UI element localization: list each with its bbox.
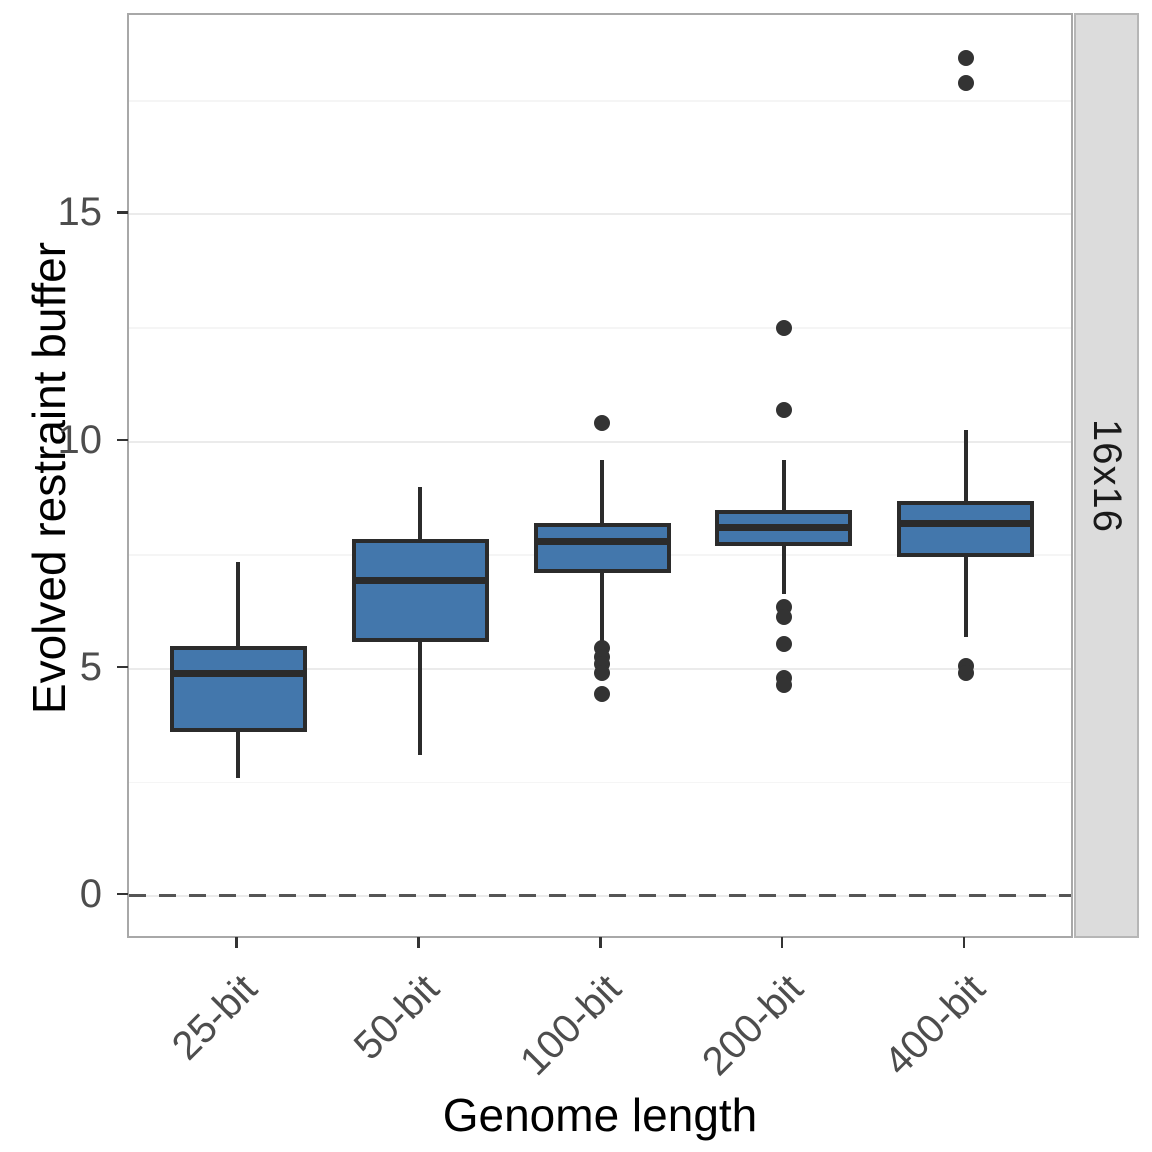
whisker-upper [236,562,241,647]
y-axis-tick [117,438,128,442]
box-iqr [169,646,307,733]
box-iqr [897,500,1035,558]
x-axis-tick [962,937,966,948]
median-line [533,538,671,546]
outlier-point [957,49,974,66]
median-line [897,519,1035,527]
gridline-major [129,213,1071,216]
whisker-upper [781,459,786,510]
whisker-lower [781,546,786,594]
outlier-point [775,608,792,625]
box-iqr [533,523,671,574]
median-line [169,669,307,677]
outlier-point [594,665,610,682]
median-line [351,576,489,584]
x-axis-tick-label: 25-bit [163,966,266,1069]
outlier-point [594,415,610,432]
outlier-point [775,635,792,652]
whisker-upper [600,459,604,524]
y-axis-tick-label: 10 [57,417,103,462]
facet-strip-label: 16x16 [1085,418,1129,533]
gridline-minor [129,100,1071,102]
outlier-point [775,676,792,693]
y-axis-tick [117,211,128,214]
outlier-point [775,320,792,337]
facet-strip: 16x16 [1074,13,1139,938]
outlier-point [775,401,792,418]
outlier-point [594,685,610,702]
x-axis-tick [235,937,238,948]
whisker-lower [418,641,423,756]
gridline-minor [129,327,1071,329]
gridline-major [129,440,1071,443]
box-iqr [351,539,489,642]
whisker-lower [236,732,241,778]
zero-reference-line [129,894,1071,898]
y-axis-tick-label: 15 [57,190,103,235]
outlier-point [957,665,974,682]
x-axis-tick [599,937,602,948]
whisker-upper [418,487,423,540]
x-axis-title: Genome length [442,1089,758,1141]
y-axis-tick-label: 5 [79,644,102,689]
y-axis-tick-label: 0 [79,871,102,916]
y-axis-tick [117,665,128,669]
median-line [715,524,853,532]
x-axis-tick [780,937,784,948]
plot-panel [127,13,1073,938]
outlier-point [957,74,974,91]
whisker-lower [963,557,968,637]
y-axis-tick [117,892,128,896]
gridline-minor [129,781,1071,784]
x-axis-tick [417,937,420,948]
whisker-lower [600,573,604,642]
whisker-upper [963,430,968,501]
